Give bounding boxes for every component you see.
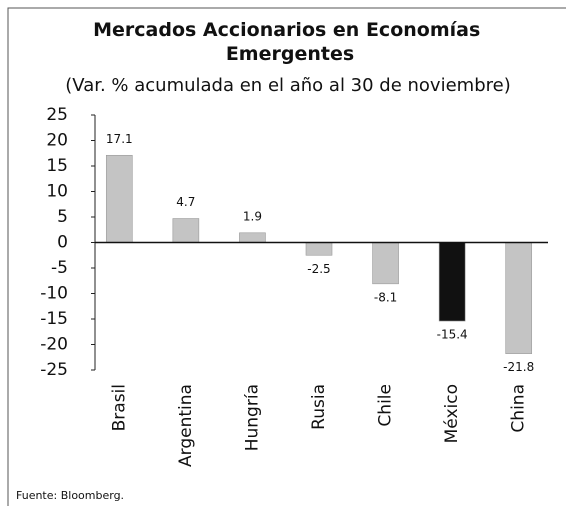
x-tick-label: China: [509, 384, 529, 433]
x-tick-label: Chile: [376, 384, 396, 427]
y-tick-label: 15: [46, 156, 68, 176]
chart-title: Mercados Accionarios en Economías Emerge…: [93, 19, 487, 65]
y-tick-label: 25: [46, 105, 68, 125]
x-tick-label: Brasil: [109, 384, 129, 431]
value-label: 17.1: [106, 132, 133, 146]
y-tick-label: -5: [51, 258, 68, 278]
source-note: Fuente: Bloomberg.: [16, 489, 124, 502]
bar: [239, 232, 266, 243]
x-tick-label: Argentina: [176, 384, 196, 467]
y-tick-label: 0: [57, 233, 68, 253]
x-tick-label: Rusia: [309, 384, 329, 430]
bar: [505, 242, 533, 354]
y-tick-label: -10: [40, 284, 68, 304]
title-line: Emergentes: [226, 43, 354, 65]
x-tick-label: Hungría: [242, 384, 262, 451]
y-tick-label: 10: [46, 182, 68, 202]
bar: [372, 242, 399, 285]
y-tick-label: 5: [57, 207, 68, 227]
value-label: -21.8: [503, 360, 534, 374]
y-tick-label: -15: [40, 309, 68, 329]
y-tick-label: -25: [40, 360, 68, 380]
value-label: -2.5: [307, 262, 330, 276]
frame: [7, 7, 566, 506]
y-tick-label: 20: [46, 131, 68, 151]
title-line: Mercados Accionarios en Economías: [93, 19, 480, 41]
chart-subtitle: (Var. % acumulada en el año al 30 de nov…: [65, 75, 510, 96]
x-tick-label: México: [442, 384, 462, 443]
bar: [172, 218, 200, 243]
bar: [105, 154, 133, 243]
y-tick-label: -20: [40, 335, 68, 355]
value-label: -8.1: [374, 290, 397, 304]
value-label: -15.4: [437, 328, 468, 342]
value-label: 1.9: [243, 209, 262, 223]
bar: [438, 242, 466, 322]
value-label: 4.7: [176, 195, 195, 209]
bar: [305, 242, 333, 256]
